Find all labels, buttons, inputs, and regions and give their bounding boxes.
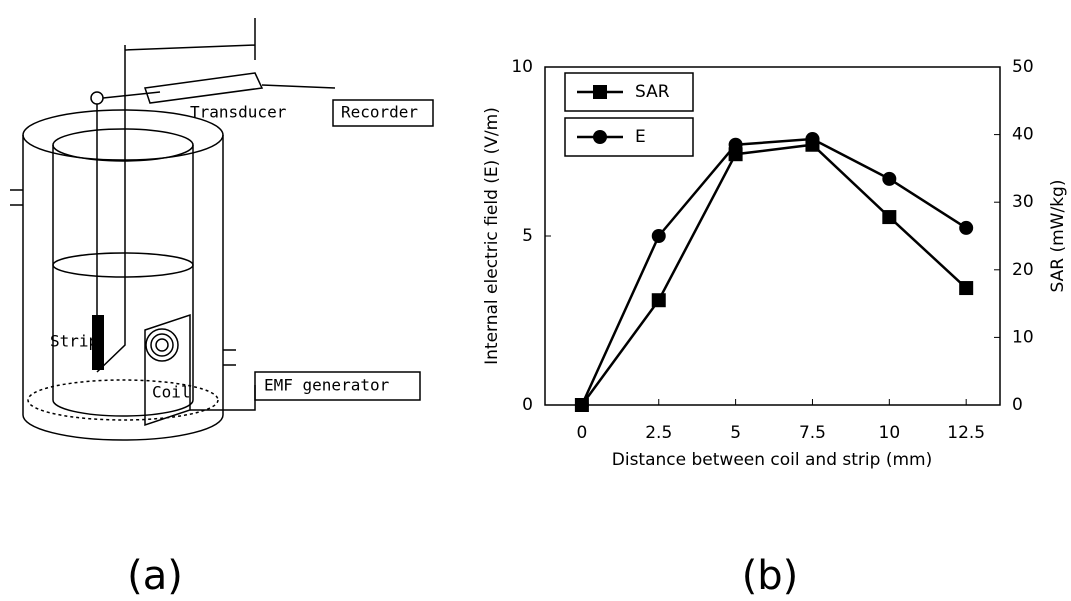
marker [651, 229, 666, 243]
marker [728, 137, 743, 152]
legend-box [564, 117, 694, 157]
x-tick-label: 12.5 [947, 423, 985, 443]
y2-tick-label: 50 [1012, 57, 1034, 77]
x-tick-label: 10 [879, 423, 901, 443]
y2-tick-label: 0 [1012, 395, 1023, 415]
panel-label: (a) [127, 553, 183, 599]
marker [882, 171, 897, 186]
legend-label: E [635, 127, 646, 147]
y2-axis-label: SAR (mW/kg) [1048, 180, 1068, 293]
y-tick-label: 0 [522, 395, 533, 415]
label-strip: Strip [50, 332, 98, 351]
marker [651, 293, 666, 308]
label-coil: Coil [152, 383, 191, 402]
y2-tick-label: 20 [1012, 260, 1034, 280]
label-transducer: Transducer [190, 103, 287, 122]
apparatus-diagram: Transducer Recorder Strip Coil EMF gener… [10, 18, 434, 441]
y-tick-label: 10 [511, 57, 533, 77]
legend-label: SAR [635, 82, 670, 102]
y2-tick-label: 10 [1012, 327, 1034, 347]
y-axis-label: Internal electric field (E) (V/m) [482, 107, 502, 365]
y-tick-label: 5 [522, 226, 533, 246]
label-emf: EMF generator [264, 376, 390, 395]
panel-label: (b) [742, 553, 799, 599]
marker [805, 131, 820, 146]
y2-tick-label: 30 [1012, 192, 1034, 212]
marker [959, 220, 974, 235]
marker [574, 398, 589, 412]
x-tick-label: 2.5 [645, 423, 672, 443]
legend-marker [593, 85, 607, 99]
series-line [580, 143, 968, 406]
x-tick-label: 5 [730, 423, 741, 443]
marker [882, 210, 897, 225]
x-tick-label: 0 [576, 423, 587, 443]
x-axis-label: Distance between coil and strip (mm) [612, 450, 932, 470]
series-line [580, 137, 967, 406]
marker [959, 281, 974, 296]
y2-tick-label: 40 [1012, 125, 1034, 145]
legend-marker [593, 130, 607, 144]
x-tick-label: 7.5 [799, 423, 826, 443]
label-recorder: Recorder [341, 103, 418, 122]
